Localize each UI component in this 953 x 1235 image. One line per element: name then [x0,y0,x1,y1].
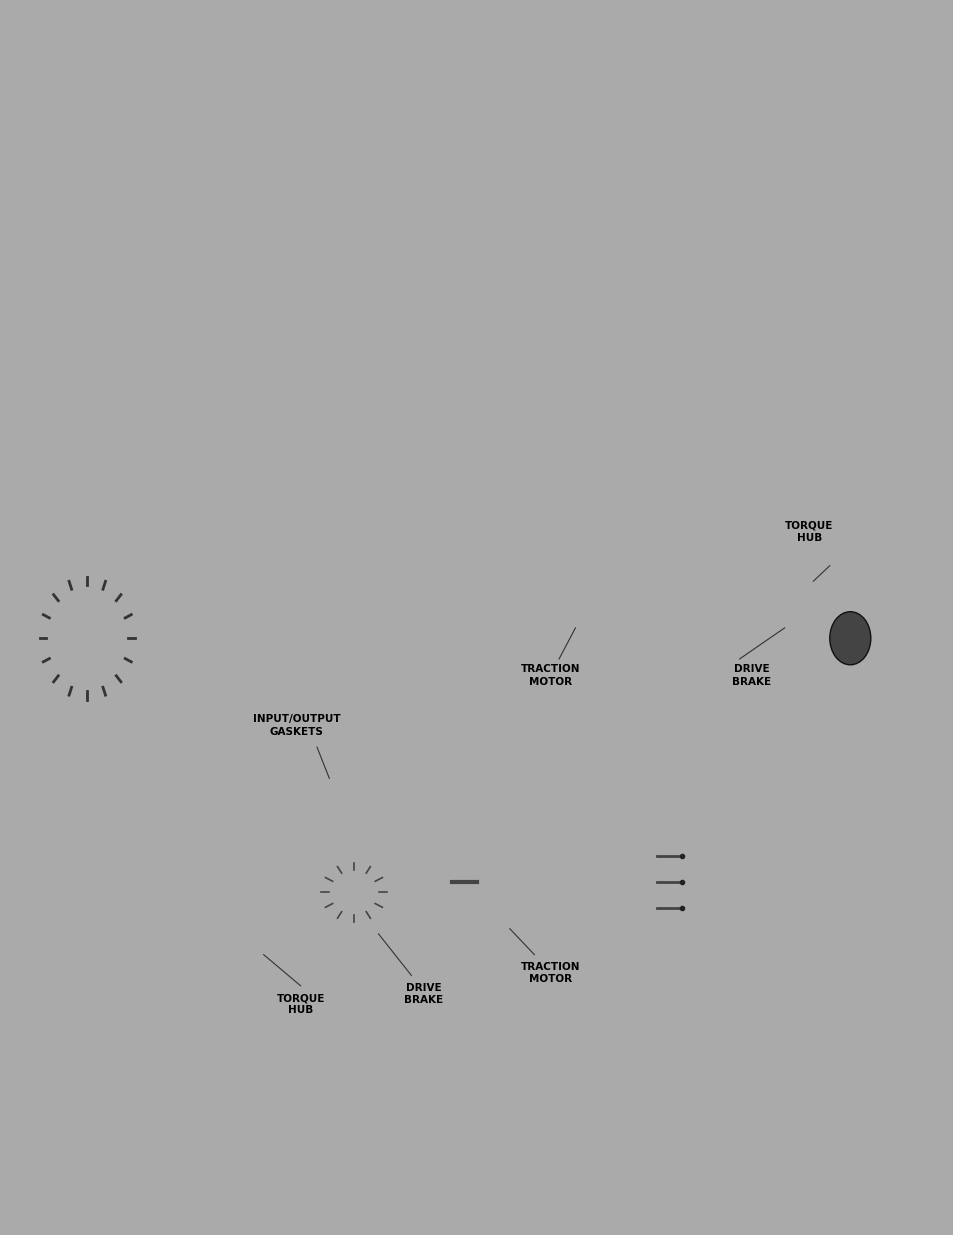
Ellipse shape [321,863,386,921]
Ellipse shape [619,825,660,939]
Ellipse shape [170,835,292,971]
FancyBboxPatch shape [467,813,650,951]
Circle shape [823,604,876,672]
Text: 3121122: 3121122 [38,1179,93,1193]
Circle shape [829,611,870,664]
Bar [485,431,731,587]
Polygon shape [444,410,796,638]
Circle shape [804,580,895,697]
Text: SECTION 3 - CHASSIS & SCISSOR ARMS: SECTION 3 - CHASSIS & SCISSOR ARMS [591,44,924,59]
Bar [476,509,526,550]
Polygon shape [99,545,821,731]
Bar [149,556,772,700]
Text: INPUT/OUTPUT
GASKETS: INPUT/OUTPUT GASKETS [253,714,340,737]
Circle shape [42,580,132,697]
Bar [706,441,763,576]
Text: 3-23: 3-23 [897,1179,924,1193]
Text: +: + [725,508,736,520]
Circle shape [61,604,113,672]
Text: TORQUE
HUB: TORQUE HUB [784,520,833,543]
Text: TORQUE
HUB: TORQUE HUB [276,993,324,1015]
Bar [67,99,886,1136]
Ellipse shape [309,852,398,932]
Bar [222,509,272,550]
Text: TRACTION
MOTOR: TRACTION MOTOR [520,962,580,984]
Text: POWER
CONTROLLER: POWER CONTROLLER [560,478,639,500]
Circle shape [432,590,505,687]
Text: DRIVE
BRAKE: DRIVE BRAKE [404,983,443,1005]
Text: - JLG Lift -: - JLG Lift - [446,1179,507,1193]
Circle shape [448,611,489,664]
Text: TRACTION
MOTOR: TRACTION MOTOR [520,664,580,687]
Text: Figure 3-13.  Drive Components: Figure 3-13. Drive Components [371,1142,582,1156]
Text: DRIVE
BRAKE: DRIVE BRAKE [732,664,771,687]
